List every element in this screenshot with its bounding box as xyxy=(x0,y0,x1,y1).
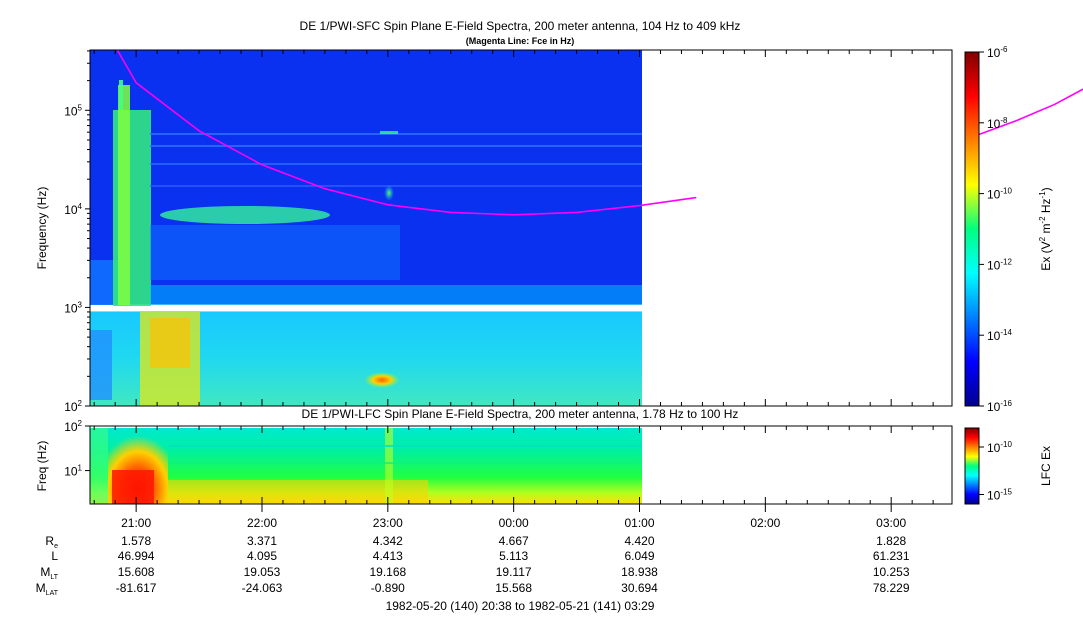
sfc-subtitle: (Magenta Line: Fce in Hz) xyxy=(466,36,575,46)
lfc-column-23 xyxy=(385,428,393,504)
ephemeris-value: 1.828 xyxy=(876,534,906,548)
sfc-upper-band xyxy=(90,50,642,305)
lfc-stripe-b xyxy=(168,462,642,464)
ephemeris-value: 61.231 xyxy=(873,549,910,563)
time-tick-label: 21:00 xyxy=(121,516,151,530)
lfc-spectrogram xyxy=(90,428,642,504)
lfc-colorbar-tick-label: 10-10 xyxy=(987,440,1012,455)
sfc-cyan-diffuse xyxy=(150,225,400,280)
sfc-stripe-3 xyxy=(150,163,642,165)
sfc-lowband-dark-patch xyxy=(90,330,112,400)
sfc-panel: 102 103 104 105 Frequency (Hz) xyxy=(35,49,1083,414)
sfc-colorbar-tick-label: 10-14 xyxy=(987,328,1012,343)
sfc-ytick-label: 104 xyxy=(64,202,82,217)
time-tick-label: 22:00 xyxy=(247,516,277,530)
sfc-colorbar-tick-label: 10-16 xyxy=(987,399,1012,414)
lfc-y-axis-label: Freq (Hz) xyxy=(35,441,49,492)
lfc-panel: 101 102 Freq (Hz) xyxy=(35,419,953,505)
sfc-spectrogram xyxy=(90,49,1083,406)
sfc-colorbar-label: Ex (V2 m-2 Hz-1) xyxy=(1038,187,1053,270)
sfc-ytick-label: 105 xyxy=(64,103,82,118)
lfc-y-ticks: 101 102 xyxy=(64,419,90,479)
sfc-ytick-label: 103 xyxy=(64,300,82,315)
sfc-cyan-low-band xyxy=(150,285,642,305)
time-tick-label: 03:00 xyxy=(876,516,906,530)
sfc-mid-band-green xyxy=(160,206,330,224)
lfc-left-edge xyxy=(90,428,108,504)
ephemeris-value: 4.342 xyxy=(373,534,403,548)
ephemeris-value: 30.694 xyxy=(621,581,658,595)
time-range-footer: 1982-05-20 (140) 20:38 to 1982-05-21 (14… xyxy=(386,599,655,613)
ephemeris-row-label: Re xyxy=(45,534,58,550)
ephemeris-value: 1.578 xyxy=(121,534,151,548)
lfc-ytick-label: 102 xyxy=(64,419,82,434)
fce-line-segment-2 xyxy=(979,88,1083,136)
sfc-burst-spike xyxy=(119,80,123,110)
sfc-colorbar-tick-label: 10-10 xyxy=(987,187,1012,202)
lfc-plot-frame xyxy=(89,425,953,505)
lfc-mid-yellow xyxy=(168,480,428,504)
lfc-ytick-label: 101 xyxy=(64,464,82,479)
ephemeris-value: 4.413 xyxy=(373,549,403,563)
time-tick-label: 02:00 xyxy=(750,516,780,530)
ephemeris-row-label: MLAT xyxy=(36,581,59,597)
ephemeris-value: 6.049 xyxy=(624,549,654,563)
time-axis-labels: 21:00 22:00 23:00 00:00 01:00 02:00 03:00 xyxy=(121,516,906,530)
ephemeris-value: 19.168 xyxy=(369,565,406,579)
ephemeris-value: -81.617 xyxy=(116,581,157,595)
ephemeris-value: -0.890 xyxy=(371,581,405,595)
sfc-blob-upper xyxy=(384,185,394,201)
sfc-stripe-4 xyxy=(150,185,642,187)
sfc-colorbar-scale xyxy=(964,51,980,407)
sfc-plot-frame xyxy=(89,49,953,407)
ephemeris-value: 18.938 xyxy=(621,565,658,579)
sfc-colorbar-tick-label: 10-12 xyxy=(987,257,1012,272)
ephemeris-value: -24.063 xyxy=(242,581,283,595)
sfc-burst-core xyxy=(118,85,130,305)
sfc-colorbar-ticks: 10-6 10-8 10-10 10-12 10-14 10-16 xyxy=(979,45,1012,414)
sfc-blob-lower xyxy=(364,372,400,388)
ephemeris-value: 4.420 xyxy=(624,534,654,548)
sfc-y-ticks: 102 103 104 105 xyxy=(64,50,90,414)
sfc-stray-feature xyxy=(380,131,398,134)
sfc-ytick-label: 102 xyxy=(64,399,82,414)
sfc-stripe-2 xyxy=(150,145,642,147)
sfc-colorbar-tick-label: 10-6 xyxy=(987,45,1008,60)
time-axis-ticks xyxy=(93,50,934,512)
ephemeris-value: 4.095 xyxy=(247,549,277,563)
ephemeris-value: 4.667 xyxy=(499,534,529,548)
sfc-y-axis-label: Frequency (Hz) xyxy=(35,187,49,270)
time-tick-label: 01:00 xyxy=(624,516,654,530)
time-tick-label: 00:00 xyxy=(499,516,529,530)
ephemeris-value: 19.053 xyxy=(244,565,281,579)
ephemeris-table: Re 1.578 3.371 4.342 4.667 4.420 1.828 L 46.994 4… xyxy=(36,534,910,597)
sfc-burst-low-core xyxy=(150,318,190,368)
sfc-title: DE 1/PWI-SFC Spin Plane E-Field Spectra,… xyxy=(300,19,741,33)
lfc-colorbar-label: LFC Ex xyxy=(1039,446,1053,486)
lfc-title: DE 1/PWI-LFC Spin Plane E-Field Spectra,… xyxy=(302,407,739,421)
time-tick-label: 23:00 xyxy=(373,516,403,530)
ephemeris-value: 78.229 xyxy=(873,581,910,595)
fce-line-segment-1 xyxy=(116,49,697,216)
lfc-colorbar-scale xyxy=(964,427,980,505)
ephemeris-row-label: MLT xyxy=(40,565,58,581)
lfc-colorbar-tick-label: 10-15 xyxy=(987,488,1012,503)
lfc-colorbar-ticks: 10-10 10-15 xyxy=(979,440,1012,503)
sfc-colorbar-tick-label: 10-8 xyxy=(987,116,1008,131)
ephemeris-row-label: L xyxy=(51,549,58,563)
ephemeris-value: 19.117 xyxy=(496,565,532,579)
ephemeris-value: 15.608 xyxy=(118,565,155,579)
lfc-burst-core xyxy=(112,470,154,504)
lfc-stripe-a xyxy=(168,445,642,447)
ephemeris-value: 15.568 xyxy=(495,581,532,595)
lfc-colorbar: 10-10 10-15 LFC Ex xyxy=(964,427,1053,505)
ephemeris-value: 10.253 xyxy=(873,565,910,579)
sfc-colorbar: 10-6 10-8 10-10 10-12 10-14 10-16 Ex (V2 m-2 … xyxy=(964,45,1053,414)
ephemeris-value: 5.113 xyxy=(499,549,528,563)
ephemeris-value: 46.994 xyxy=(118,549,155,563)
ephemeris-value: 3.371 xyxy=(247,534,277,548)
